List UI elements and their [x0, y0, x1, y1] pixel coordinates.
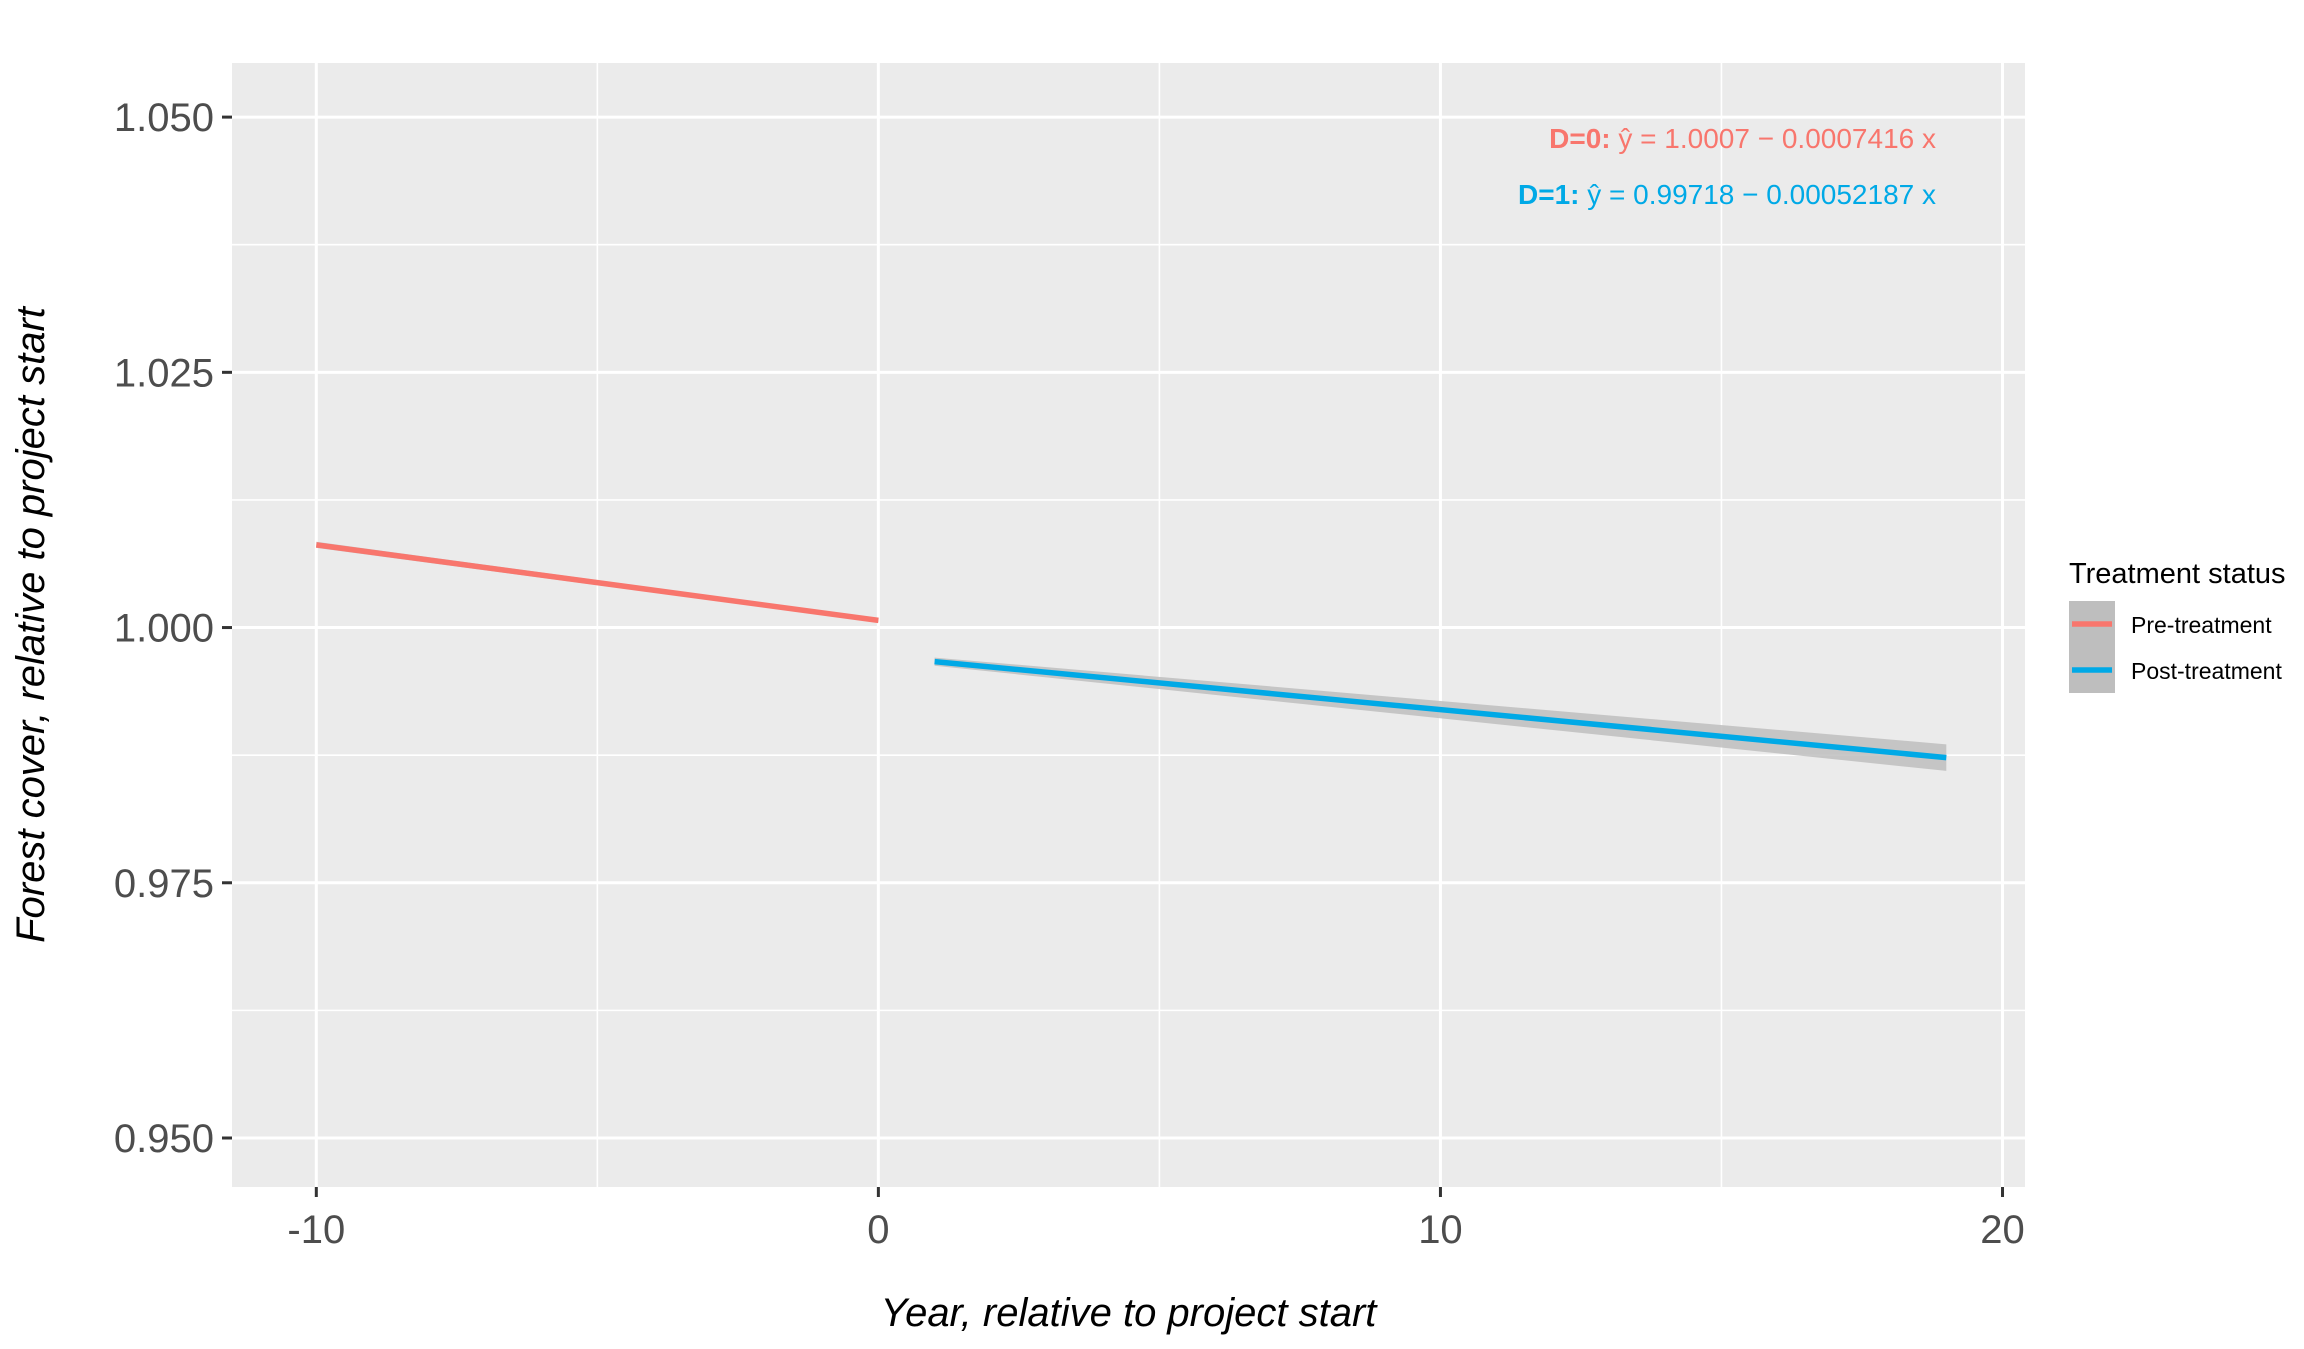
- plot-panel: [232, 63, 2025, 1187]
- series-line-post: [934, 658, 1947, 761]
- grid-major: [232, 63, 2025, 1187]
- equation-annotation-pre: D=0: ŷ = 1.0007 − 0.0007416 x: [1549, 123, 1936, 154]
- equation-annotation-post: D=1: ŷ = 0.99718 − 0.00052187 x: [1518, 179, 1936, 210]
- x-tick-label: 10: [1418, 1208, 1463, 1252]
- equation-text-pre: ŷ = 1.0007 − 0.0007416 x: [1618, 123, 1936, 154]
- y-tick-label: 0.975: [114, 862, 214, 906]
- legend-label: Pre-treatment: [2131, 612, 2272, 638]
- x-tick-label: 20: [1980, 1208, 2025, 1252]
- series-line-pre: [315, 542, 879, 624]
- y-tick-label: 1.000: [114, 607, 214, 651]
- equation-label-pre: D=0:: [1549, 123, 1618, 154]
- y-tick-label: 1.050: [114, 96, 214, 140]
- x-axis-title: Year, relative to project start: [881, 1291, 1379, 1335]
- y-axis: 0.950 0.975 1.000 1.025 1.050: [114, 96, 232, 1161]
- equation-text-post: ŷ = 0.99718 − 0.00052187 x: [1587, 179, 1936, 210]
- series-lines: [315, 542, 1947, 761]
- x-tick-label: -10: [287, 1208, 345, 1252]
- regression-annotations: D=0: ŷ = 1.0007 − 0.0007416 x D=1: ŷ = 0…: [1518, 123, 1936, 210]
- legend-keys: Pre-treatment Post-treatment: [2069, 601, 2282, 693]
- legend: Treatment status Pre-treatment Post-treat…: [2069, 558, 2286, 693]
- x-axis: -10 0 10 20: [287, 1187, 2025, 1252]
- y-axis-title: Forest cover, relative to project start: [9, 305, 53, 943]
- x-tick-label: 0: [867, 1208, 889, 1252]
- equation-label-post: D=1:: [1518, 179, 1587, 210]
- y-tick-label: 1.025: [114, 351, 214, 395]
- y-tick-label: 0.950: [114, 1117, 214, 1161]
- legend-title: Treatment status: [2069, 558, 2286, 590]
- legend-label: Post-treatment: [2131, 658, 2282, 684]
- grid-minor: [232, 63, 2025, 1187]
